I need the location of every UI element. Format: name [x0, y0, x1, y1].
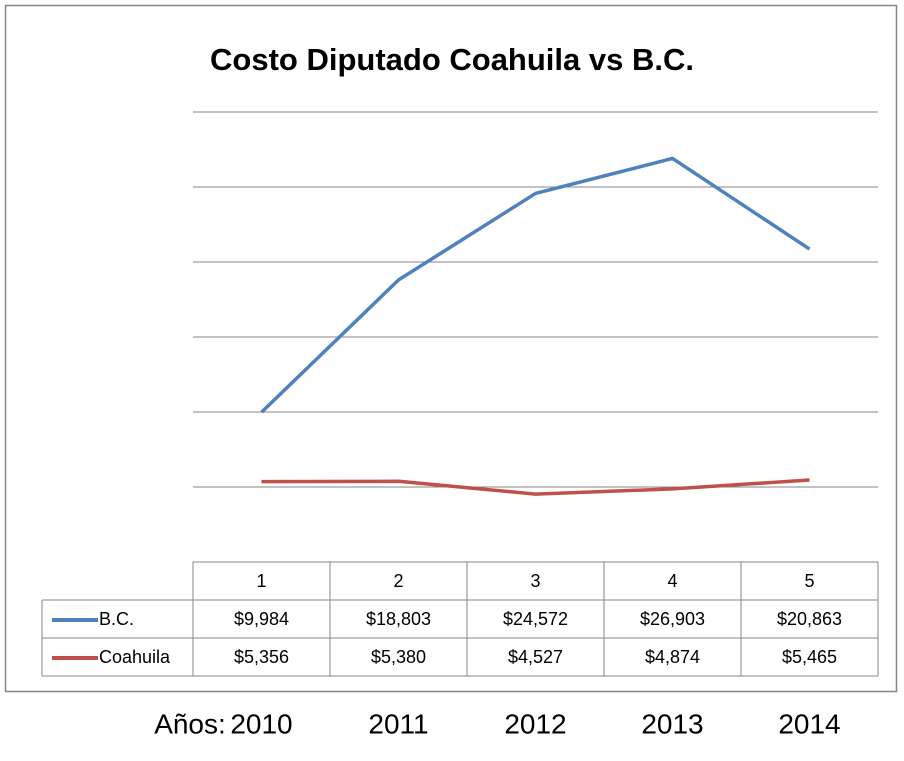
year-label: 2011: [368, 708, 428, 739]
x-tick-label: 2: [393, 571, 403, 591]
data-label: $5,465: [782, 647, 837, 667]
data-label: $9,984: [234, 609, 289, 629]
chart-title: Costo Diputado Coahuila vs B.C.: [210, 42, 694, 77]
x-tick-label: 1: [256, 571, 266, 591]
data-label: $5,356: [234, 647, 289, 667]
data-label: $5,380: [371, 647, 426, 667]
legend-label: Coahuila: [99, 647, 171, 667]
x-tick-label: 4: [667, 571, 677, 591]
data-label: $4,874: [645, 647, 700, 667]
data-line: [261, 478, 810, 496]
data-label: $18,803: [366, 609, 431, 629]
year-label: 2010: [230, 708, 292, 739]
data-label: $20,863: [777, 609, 842, 629]
legend-label: B.C.: [99, 609, 134, 629]
data-label: $24,572: [503, 609, 568, 629]
year-label: 2013: [641, 708, 703, 739]
data-label: $26,903: [640, 609, 705, 629]
year-label: 2014: [778, 708, 840, 739]
x-tick-label: 5: [804, 571, 814, 591]
x-axis-label: Años:: [154, 708, 226, 739]
chart-border: [4, 4, 898, 693]
year-label: 2012: [504, 708, 566, 739]
data-label: $4,527: [508, 647, 563, 667]
data-line: [260, 156, 811, 414]
x-tick-label: 3: [530, 571, 540, 591]
